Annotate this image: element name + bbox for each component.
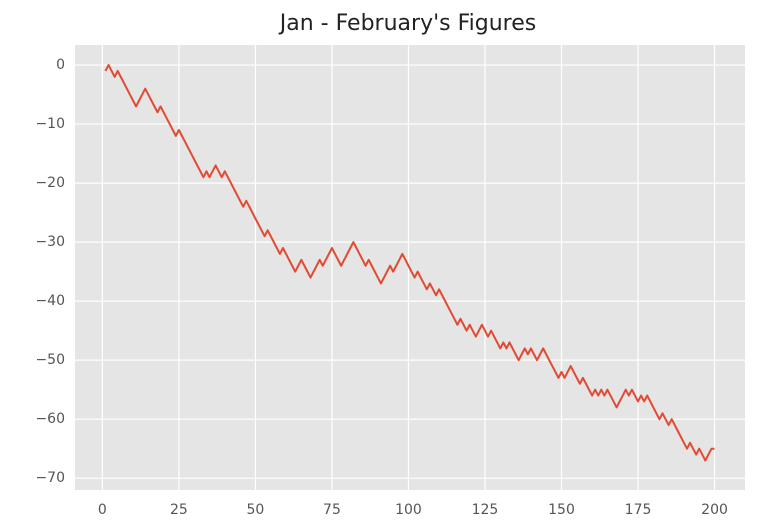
y-tick-label: −60 — [35, 411, 65, 427]
x-tick-label: 25 — [170, 502, 188, 518]
x-tick-label: 125 — [472, 502, 499, 518]
x-tick-label: 75 — [323, 502, 341, 518]
x-tick-label: 0 — [98, 502, 107, 518]
y-tick-label: −70 — [35, 470, 65, 486]
x-tick-label: 50 — [247, 502, 265, 518]
x-tick-label: 200 — [701, 502, 728, 518]
y-tick-label: 0 — [56, 57, 65, 73]
y-tick-label: −50 — [35, 352, 65, 368]
x-tick-label: 175 — [625, 502, 652, 518]
line — [104, 64, 715, 462]
x-tick-label: 150 — [548, 502, 575, 518]
y-tick-label: −30 — [35, 234, 65, 250]
x-tick-label: 100 — [395, 502, 422, 518]
chart-title: Jan - February's Figures — [278, 11, 536, 36]
y-tick-label: −20 — [35, 175, 65, 191]
y-tick-label: −10 — [35, 116, 65, 132]
y-tick-label: −40 — [35, 293, 65, 309]
